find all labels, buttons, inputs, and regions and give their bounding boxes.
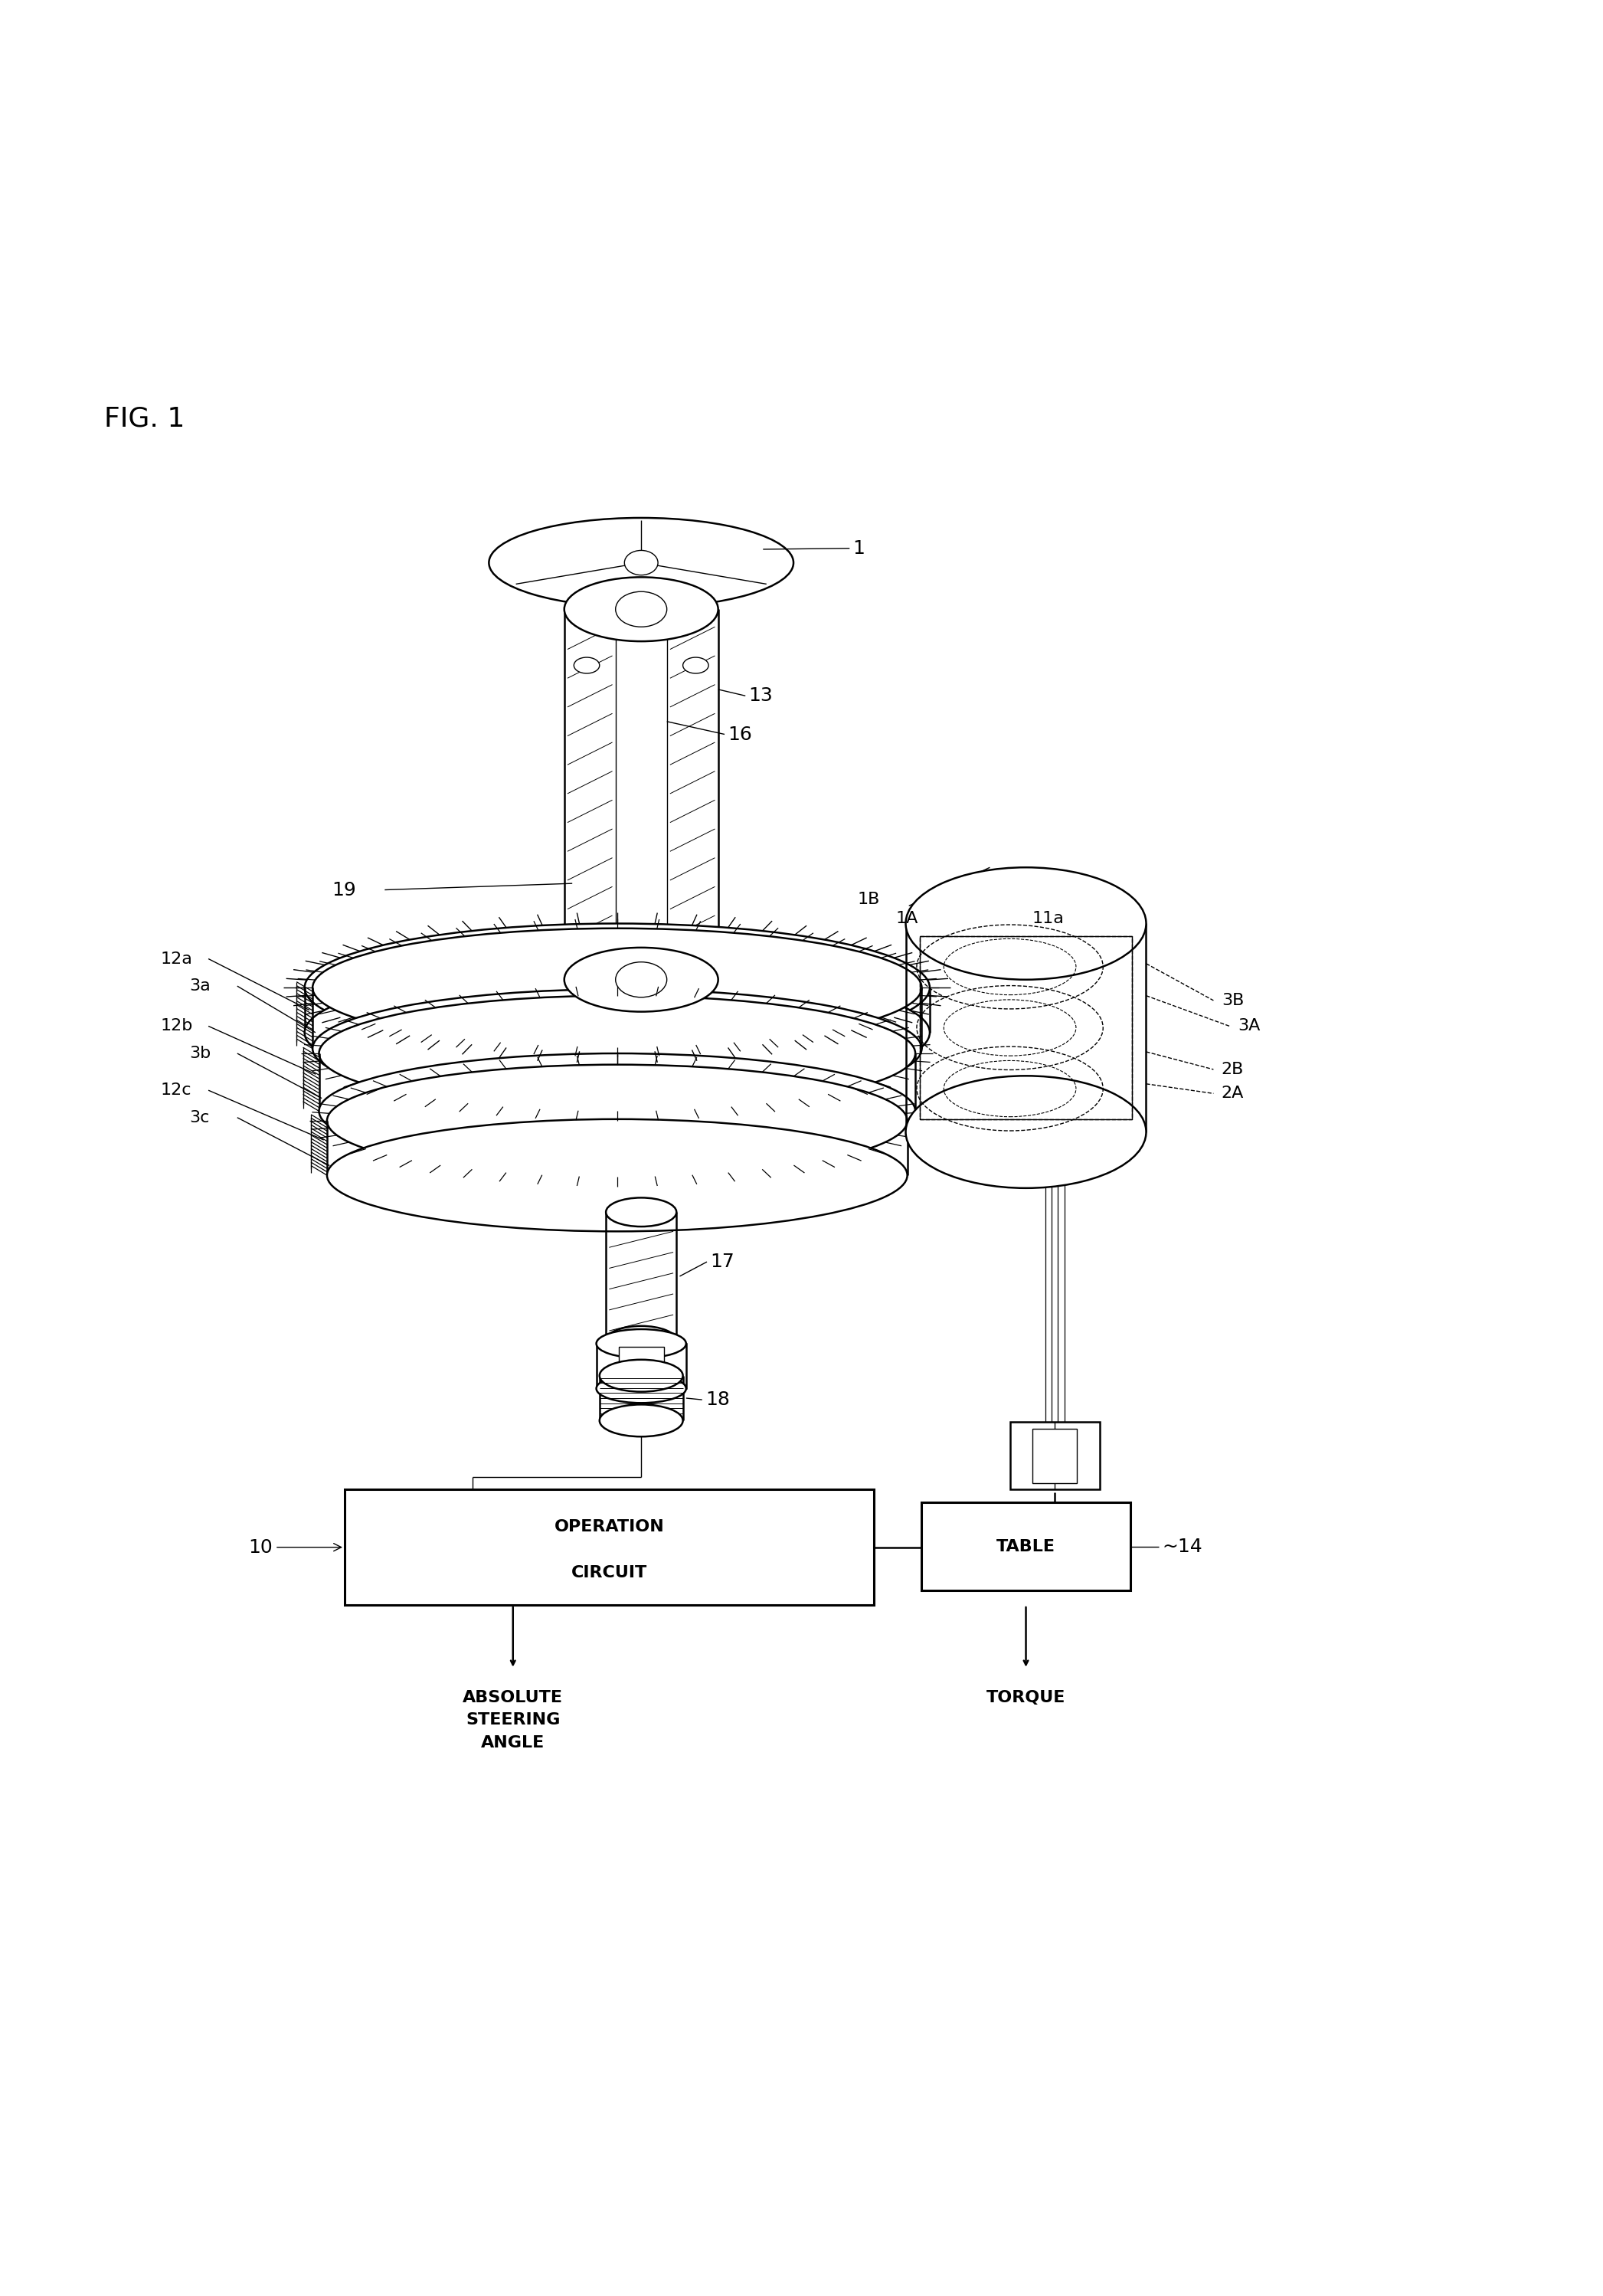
Bar xyxy=(920,937,1132,1118)
Ellipse shape xyxy=(327,1118,907,1231)
Text: 12c: 12c xyxy=(160,1084,191,1097)
Text: ANGLE: ANGLE xyxy=(481,1736,545,1750)
Ellipse shape xyxy=(625,551,657,574)
Ellipse shape xyxy=(305,969,930,1097)
Ellipse shape xyxy=(606,1199,676,1226)
Ellipse shape xyxy=(313,928,922,1047)
Text: 16: 16 xyxy=(728,726,752,744)
Text: 3A: 3A xyxy=(1238,1019,1260,1033)
Text: CIRCUIT: CIRCUIT xyxy=(571,1566,648,1580)
Text: 10: 10 xyxy=(248,1538,341,1557)
Ellipse shape xyxy=(906,1077,1146,1187)
Ellipse shape xyxy=(305,923,930,1052)
Text: TORQUE: TORQUE xyxy=(986,1690,1066,1706)
Text: 13: 13 xyxy=(749,687,773,705)
Text: 2B: 2B xyxy=(1221,1061,1244,1077)
Ellipse shape xyxy=(596,1373,686,1403)
Text: 3B: 3B xyxy=(1221,992,1244,1008)
Bar xyxy=(564,608,718,980)
Text: STEERING: STEERING xyxy=(466,1713,559,1727)
Text: TABLE: TABLE xyxy=(997,1538,1055,1554)
Ellipse shape xyxy=(489,519,793,608)
Text: 3c: 3c xyxy=(189,1109,210,1125)
Ellipse shape xyxy=(564,576,718,641)
Text: FIG. 1: FIG. 1 xyxy=(104,406,184,432)
Ellipse shape xyxy=(616,962,667,996)
Text: ABSOLUTE: ABSOLUTE xyxy=(463,1690,563,1706)
Text: OPERATION: OPERATION xyxy=(555,1520,664,1534)
Ellipse shape xyxy=(600,1359,683,1391)
Ellipse shape xyxy=(319,996,915,1111)
Text: 11a: 11a xyxy=(1032,912,1064,925)
Ellipse shape xyxy=(600,1405,683,1437)
Ellipse shape xyxy=(319,1054,915,1169)
Ellipse shape xyxy=(616,592,667,627)
Text: ~14: ~14 xyxy=(1162,1538,1202,1557)
Text: 17: 17 xyxy=(710,1254,734,1272)
Bar xyxy=(920,937,1132,1118)
Ellipse shape xyxy=(327,1065,907,1178)
Bar xyxy=(922,1502,1130,1591)
Text: 1B: 1B xyxy=(858,891,880,907)
Ellipse shape xyxy=(596,1329,686,1357)
Text: 19: 19 xyxy=(332,882,356,900)
Text: 18: 18 xyxy=(705,1391,729,1410)
Text: 1A: 1A xyxy=(896,912,919,925)
Bar xyxy=(906,923,1146,1132)
Ellipse shape xyxy=(574,657,600,673)
Ellipse shape xyxy=(906,868,1146,980)
Ellipse shape xyxy=(606,1327,676,1355)
Bar xyxy=(606,1212,676,1341)
Text: 2A: 2A xyxy=(1221,1086,1244,1102)
Text: 12a: 12a xyxy=(160,951,192,967)
Text: 3b: 3b xyxy=(189,1045,210,1061)
Ellipse shape xyxy=(683,657,709,673)
Bar xyxy=(596,1343,686,1389)
Bar xyxy=(1032,1428,1077,1483)
Text: 12b: 12b xyxy=(160,1019,192,1033)
Bar xyxy=(1010,1421,1100,1490)
Text: 3a: 3a xyxy=(189,978,210,994)
Ellipse shape xyxy=(564,948,718,1013)
Bar xyxy=(345,1490,874,1605)
Bar xyxy=(619,1348,664,1384)
Ellipse shape xyxy=(313,990,922,1109)
Text: 1: 1 xyxy=(853,540,866,558)
